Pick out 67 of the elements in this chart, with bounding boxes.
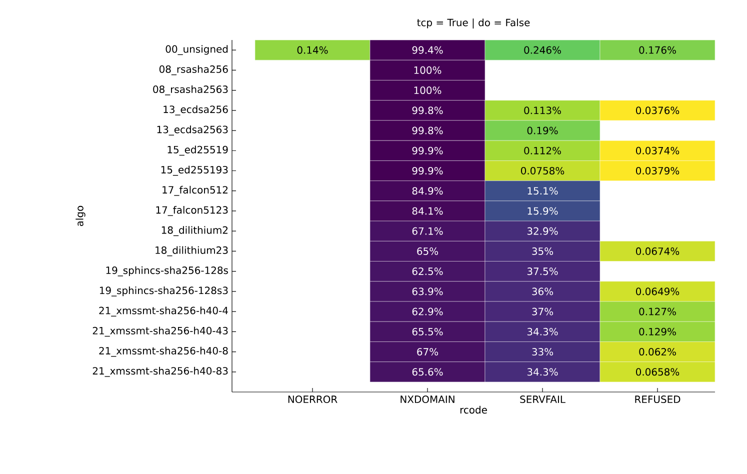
chart-title: tcp = True | do = False bbox=[417, 18, 530, 28]
x-axis-title: rcode bbox=[460, 406, 487, 414]
y-tick-label: 08_rsasha256 bbox=[159, 65, 228, 76]
y-tick-label: 21_xmssmt-sha256-h40-83 bbox=[92, 366, 228, 377]
data-label: 0.129% bbox=[639, 328, 676, 336]
data-label: 0.19% bbox=[527, 126, 558, 134]
data-label: 33% bbox=[532, 348, 554, 356]
data-label: 36% bbox=[532, 288, 554, 296]
y-tick-label: 21_xmssmt-sha256-h40-43 bbox=[92, 326, 228, 337]
data-label: 0.0674% bbox=[636, 247, 680, 255]
y-tick-label: 18_dilithium23 bbox=[156, 246, 228, 256]
x-tick-label: NOERROR bbox=[288, 396, 338, 404]
data-label: 65% bbox=[417, 247, 438, 255]
data-label: 100% bbox=[414, 66, 442, 74]
y-tick-label: 21_xmssmt-sha256-h40-8 bbox=[99, 346, 228, 357]
y-axis-title: algo bbox=[76, 206, 86, 226]
data-label: 0.113% bbox=[524, 106, 561, 114]
data-label: 99.4% bbox=[412, 46, 443, 54]
data-label: 0.0649% bbox=[636, 288, 680, 296]
data-label: 100% bbox=[414, 86, 442, 94]
y-tick-label: 15_ed25519 bbox=[168, 146, 228, 156]
data-label: 62.5% bbox=[412, 268, 443, 276]
data-label: 0.0758% bbox=[521, 166, 564, 175]
data-label: 0.246% bbox=[524, 46, 561, 54]
data-label: 67.1% bbox=[412, 227, 443, 235]
data-label: 65.6% bbox=[412, 368, 443, 376]
y-tick-label: 13_ecdsa256 bbox=[164, 105, 228, 116]
data-label: 0.0658% bbox=[636, 368, 680, 376]
y-tick-label: 18_dilithium2 bbox=[162, 226, 228, 236]
data-label: 34.3% bbox=[527, 328, 558, 336]
x-tick-label: REFUSED bbox=[635, 396, 680, 404]
data-label: 0.176% bbox=[639, 46, 676, 54]
y-tick-label: 17_falcon5123 bbox=[156, 206, 228, 216]
data-label: 0.112% bbox=[524, 146, 561, 154]
data-label: 37% bbox=[532, 308, 554, 316]
data-label: 35% bbox=[532, 247, 554, 255]
data-label: 99.9% bbox=[412, 146, 443, 154]
data-label: 62.9% bbox=[412, 308, 443, 316]
data-label: 15.9% bbox=[528, 207, 558, 215]
data-label: 99.8% bbox=[412, 106, 443, 114]
y-tick-label: 19_sphincs-sha256-128s bbox=[106, 266, 228, 276]
data-label: 99.9% bbox=[412, 166, 443, 175]
x-tick-label: SERVFAIL bbox=[520, 396, 566, 404]
y-tick-label: 13_ecdsa2563 bbox=[157, 126, 228, 136]
data-label: 34.3% bbox=[527, 368, 558, 376]
data-label: 63.9% bbox=[412, 288, 443, 296]
data-label: 84.9% bbox=[412, 187, 443, 195]
data-label: 0.127% bbox=[639, 308, 676, 316]
data-label: 0.0374% bbox=[636, 146, 680, 154]
y-tick-label: 00_unsigned bbox=[166, 45, 228, 56]
y-tick-label: 08_rsasha2563 bbox=[153, 85, 228, 96]
y-tick-label: 21_xmssmt-sha256-h40-4 bbox=[99, 306, 228, 316]
data-label: 0.0379% bbox=[636, 166, 680, 175]
y-tick-label: 15_ed255193 bbox=[161, 166, 228, 176]
data-label: 84.1% bbox=[412, 207, 443, 215]
data-label: 99.8% bbox=[412, 126, 443, 134]
y-tick-label: 19_sphincs-sha256-128s3 bbox=[100, 286, 228, 296]
data-label: 0.0376% bbox=[636, 106, 680, 114]
data-label: 67% bbox=[417, 348, 438, 356]
data-label: 0.14% bbox=[297, 46, 328, 54]
x-tick-label: NXDOMAIN bbox=[400, 396, 454, 404]
data-label: 65.5% bbox=[412, 328, 443, 336]
data-label: 15.1% bbox=[528, 187, 558, 195]
y-tick-label: 17_falcon512 bbox=[162, 186, 228, 196]
data-label: 32.9% bbox=[527, 227, 558, 235]
data-label: 37.5% bbox=[527, 268, 558, 276]
data-label: 0.062% bbox=[639, 348, 676, 356]
